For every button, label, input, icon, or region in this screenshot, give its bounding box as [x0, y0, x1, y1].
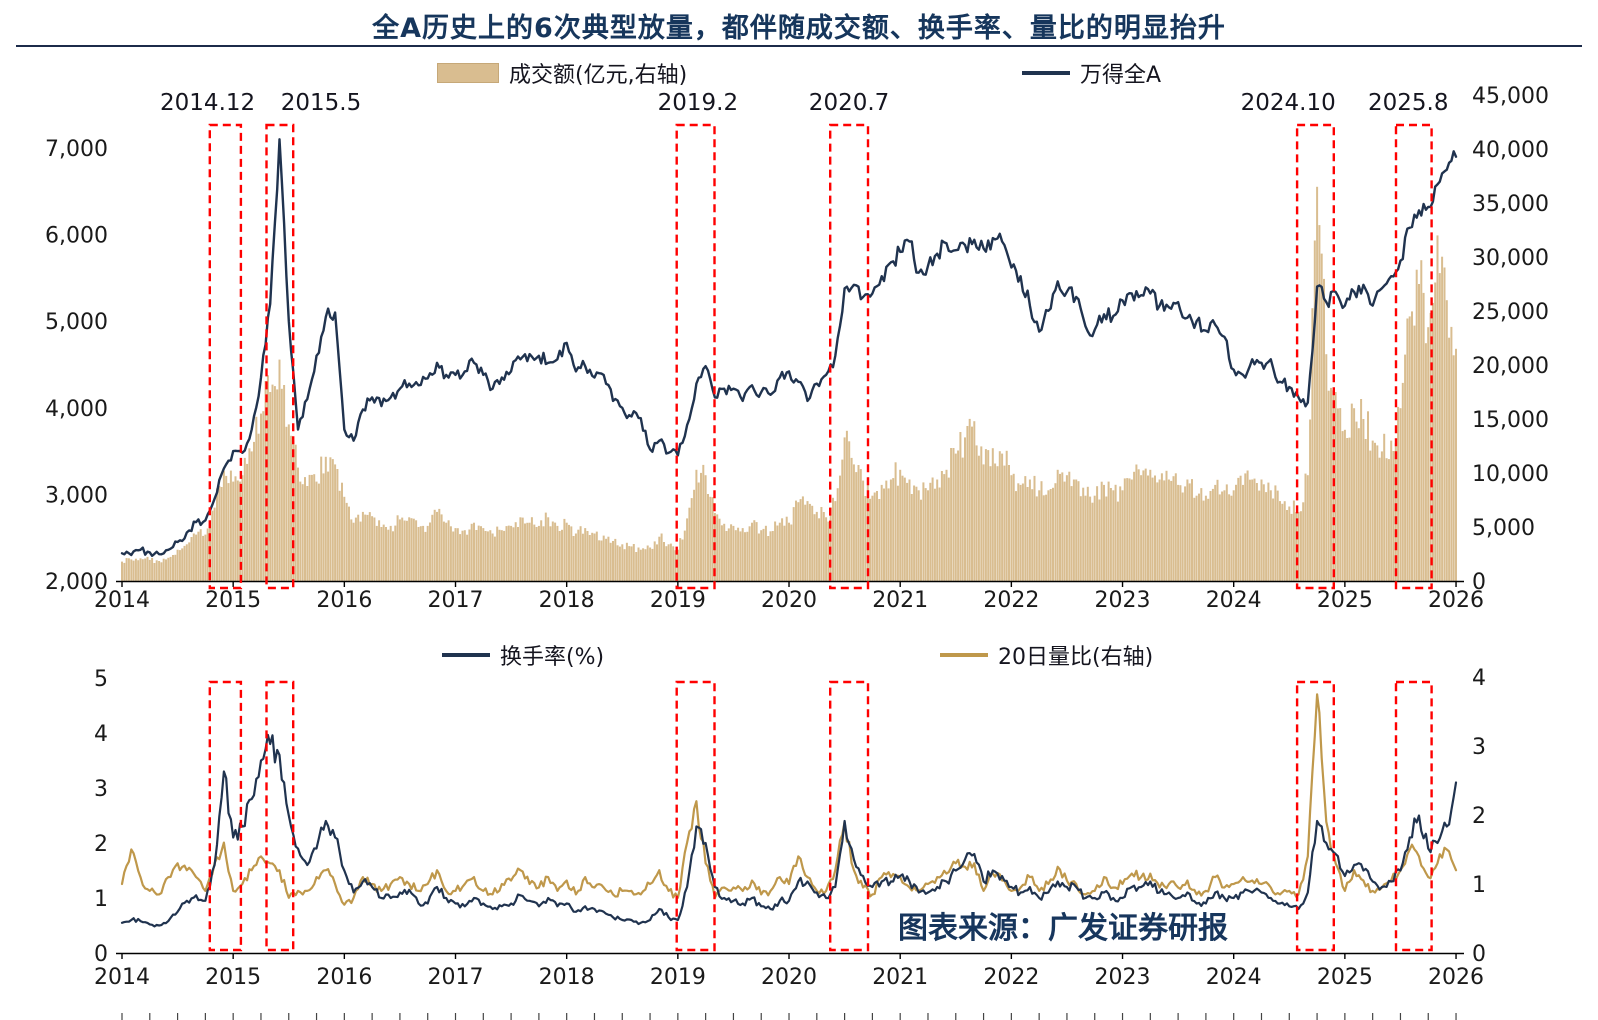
svg-text:3: 3	[94, 777, 108, 802]
svg-text:0: 0	[94, 942, 108, 967]
svg-text:2017: 2017	[428, 965, 484, 990]
index-line-swatch	[1022, 71, 1070, 75]
svg-text:2021: 2021	[872, 965, 928, 990]
svg-text:5: 5	[94, 667, 108, 692]
legend-label-volume-ratio: 20日量比(右轴)	[998, 645, 1154, 670]
svg-text:2020: 2020	[761, 965, 817, 990]
legend-item-volume-ratio: 20日量比(右轴)	[940, 639, 1153, 671]
svg-text:2019: 2019	[650, 965, 706, 990]
svg-text:20,000: 20,000	[1472, 354, 1549, 379]
svg-text:2016: 2016	[316, 588, 372, 613]
svg-text:45,000: 45,000	[1472, 84, 1549, 109]
svg-text:2019: 2019	[650, 588, 706, 613]
svg-text:0: 0	[1472, 570, 1486, 595]
legend-item-index: 万得全A	[1022, 57, 1161, 89]
svg-text:2024: 2024	[1206, 965, 1262, 990]
svg-text:2018: 2018	[539, 965, 595, 990]
svg-text:2025: 2025	[1317, 588, 1373, 613]
svg-text:3,000: 3,000	[45, 483, 108, 508]
annotation-label: 2019.2	[657, 90, 739, 116]
svg-text:7,000: 7,000	[45, 137, 108, 162]
svg-text:2015: 2015	[205, 965, 261, 990]
legend-item-volume: 成交额(亿元,右轴)	[437, 57, 687, 89]
svg-text:2: 2	[1472, 804, 1486, 829]
source-note: 图表来源：广发证券研报	[898, 911, 1228, 946]
volume-ratio-line-swatch	[940, 653, 988, 657]
svg-text:35,000: 35,000	[1472, 192, 1549, 217]
svg-text:2023: 2023	[1095, 965, 1151, 990]
svg-text:2021: 2021	[872, 588, 928, 613]
svg-text:2015: 2015	[205, 588, 261, 613]
svg-text:1: 1	[94, 887, 108, 912]
legend-label-turnover-rate: 换手率(%)	[500, 645, 605, 670]
svg-text:2022: 2022	[983, 588, 1039, 613]
svg-text:2016: 2016	[316, 965, 372, 990]
svg-text:5,000: 5,000	[1472, 516, 1535, 541]
svg-text:40,000: 40,000	[1472, 138, 1549, 163]
svg-text:30,000: 30,000	[1472, 246, 1549, 271]
annotation-label: 2014.12	[160, 90, 256, 116]
svg-text:2026: 2026	[1428, 965, 1484, 990]
svg-text:25,000: 25,000	[1472, 300, 1549, 325]
svg-text:6,000: 6,000	[45, 224, 108, 249]
svg-text:4,000: 4,000	[45, 397, 108, 422]
svg-text:2014: 2014	[94, 588, 150, 613]
svg-text:2022: 2022	[983, 965, 1039, 990]
annotation-label: 2020.7	[808, 90, 890, 116]
legend-label-volume: 成交额(亿元,右轴)	[509, 63, 688, 88]
svg-text:5,000: 5,000	[45, 310, 108, 335]
svg-text:2017: 2017	[428, 588, 484, 613]
svg-text:15,000: 15,000	[1472, 408, 1549, 433]
svg-text:1: 1	[1472, 873, 1486, 898]
svg-text:4: 4	[94, 722, 108, 747]
svg-text:2026: 2026	[1428, 588, 1484, 613]
svg-text:2: 2	[94, 832, 108, 857]
svg-text:2020: 2020	[761, 588, 817, 613]
annotation-label: 2024.10	[1240, 90, 1336, 116]
svg-text:2024: 2024	[1206, 588, 1262, 613]
svg-text:2014: 2014	[94, 965, 150, 990]
title-underline	[16, 45, 1582, 47]
annotation-label: 2015.5	[280, 90, 362, 116]
svg-text:2025: 2025	[1317, 965, 1373, 990]
annotation-label: 2025.8	[1367, 90, 1449, 116]
page-title: 全A历史上的6次典型放量，都伴随成交额、换手率、量比的明显抬升	[372, 13, 1226, 44]
svg-text:4: 4	[1472, 666, 1486, 691]
svg-text:2023: 2023	[1095, 588, 1151, 613]
legend-label-index: 万得全A	[1080, 63, 1162, 88]
svg-text:2018: 2018	[539, 588, 595, 613]
svg-text:3: 3	[1472, 735, 1486, 760]
svg-text:2,000: 2,000	[45, 570, 108, 595]
volume-bar-swatch	[437, 63, 499, 83]
svg-text:10,000: 10,000	[1472, 462, 1549, 487]
turnover-line-swatch	[442, 653, 490, 657]
svg-text:0: 0	[1472, 942, 1486, 967]
legend-item-turnover-rate: 换手率(%)	[442, 639, 604, 671]
